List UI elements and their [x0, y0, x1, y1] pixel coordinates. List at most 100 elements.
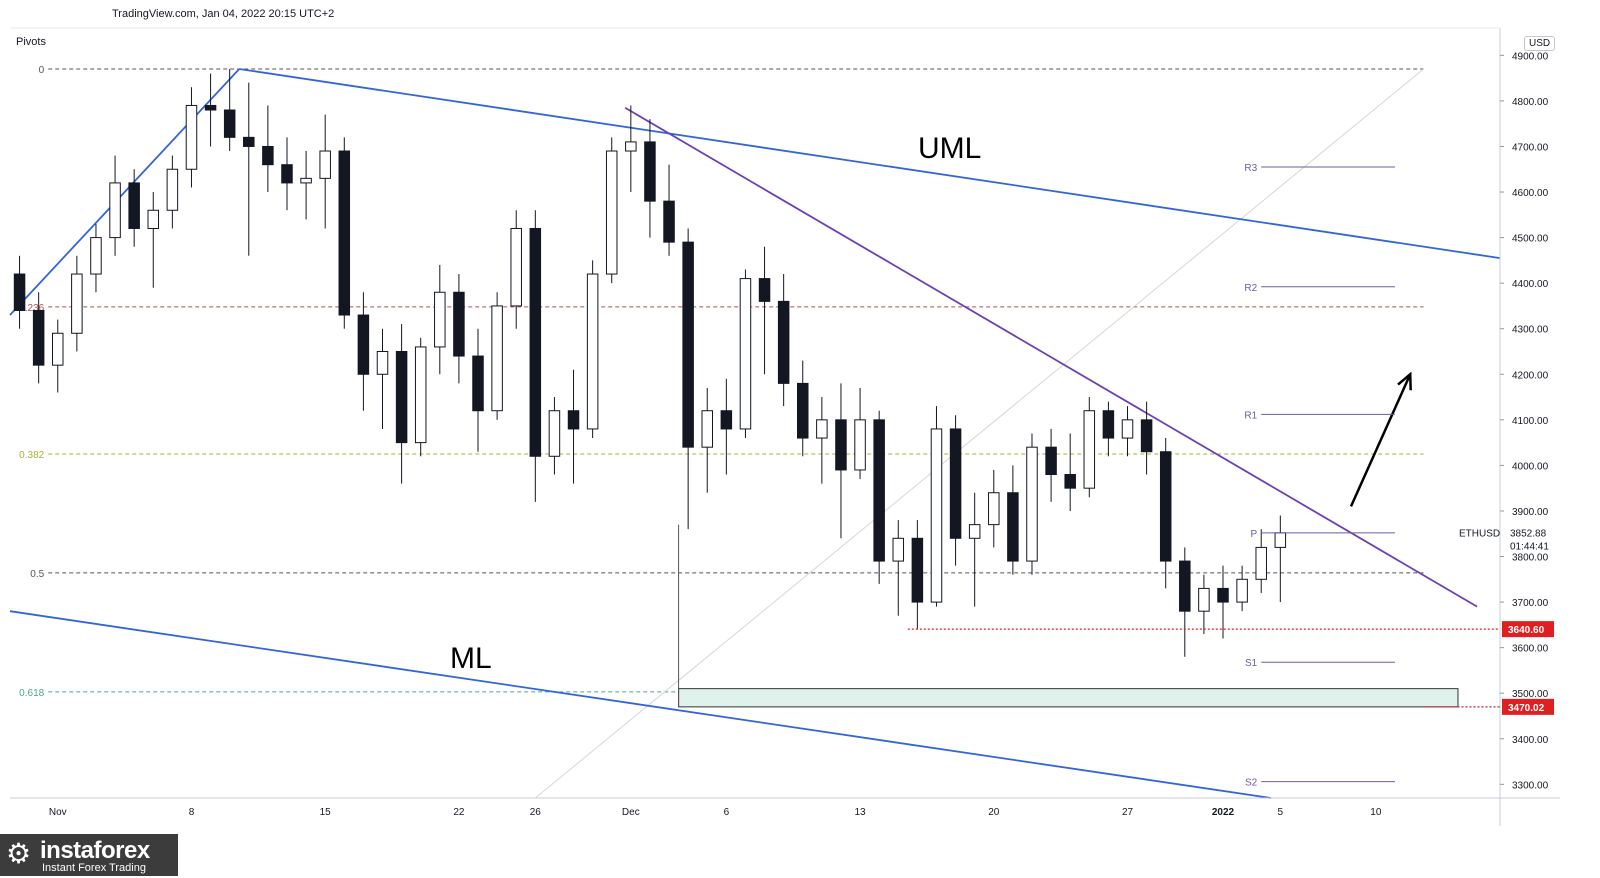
support-price-tag	[1502, 621, 1554, 638]
x-tick-label: 22	[453, 807, 465, 818]
candle-body	[1026, 446, 1038, 562]
y-tick-label: 4000.00	[1512, 461, 1549, 472]
currency-badge[interactable]: USD	[1524, 36, 1556, 51]
ML-line	[9, 610, 1271, 799]
candle-body	[682, 241, 694, 448]
candle-body	[644, 141, 656, 202]
candle-body	[567, 410, 580, 430]
pivot-label: R1	[1244, 410, 1257, 421]
candle-body	[281, 164, 293, 184]
candle-body	[338, 150, 351, 316]
candle-body	[911, 537, 924, 603]
countdown-label: 01:44:41	[1510, 541, 1549, 552]
candle-body	[758, 278, 771, 302]
candle-body	[1121, 419, 1134, 439]
candle-body	[109, 182, 121, 239]
y-tick-label: 4200.00	[1512, 370, 1549, 381]
candle-body	[1179, 560, 1191, 612]
candle-body	[71, 273, 83, 334]
y-tick-label: 3800.00	[1512, 553, 1549, 564]
pivot-label: S1	[1245, 658, 1258, 669]
fib-trend-line	[535, 68, 1424, 799]
candle-body	[52, 332, 64, 366]
candle-body	[434, 291, 446, 348]
pivot-label: S2	[1245, 778, 1258, 789]
y-tick-label: 4900.00	[1512, 51, 1549, 62]
y-tick-label: 3400.00	[1512, 735, 1549, 746]
support-price-tag	[1502, 698, 1554, 715]
y-tick-label: 4400.00	[1512, 279, 1549, 290]
candle-body	[586, 273, 599, 430]
candle-body	[1102, 410, 1115, 439]
x-tick-label: 13	[855, 807, 867, 818]
x-tick-label: 10	[1370, 807, 1382, 818]
fib-level-label: 0	[39, 65, 45, 76]
candle-body	[720, 410, 733, 430]
watermark-tagline: Instant Forex Trading	[42, 862, 146, 874]
x-tick-label: Nov	[49, 807, 67, 818]
candle-body	[491, 305, 503, 412]
candle-body	[185, 104, 198, 170]
candle-body	[1274, 532, 1287, 548]
ml-label: ML	[450, 642, 492, 675]
fib-level-label: 0.382	[19, 450, 44, 461]
indicator-label: Pivots	[16, 36, 46, 48]
candle-body	[147, 209, 160, 229]
candle-body	[529, 227, 542, 457]
pivot-label: R2	[1244, 283, 1257, 294]
candle-body	[873, 419, 885, 562]
candle-body	[376, 350, 389, 375]
x-tick-label: 5	[1278, 807, 1284, 818]
descending-trendline-line	[624, 106, 1478, 608]
candle-body	[777, 300, 790, 384]
candle-body	[1083, 410, 1096, 489]
candle-body	[90, 237, 102, 275]
gear-logo-icon: ⚙	[6, 838, 32, 869]
candle-body	[13, 273, 26, 311]
candle-body	[453, 291, 465, 357]
y-tick-label: 3900.00	[1512, 507, 1549, 518]
y-tick-label: 4800.00	[1512, 97, 1549, 108]
candle-body	[854, 419, 866, 471]
candle-body	[988, 492, 1000, 526]
source-header: TradingView.com, Jan 04, 2022 20:15 UTC+…	[112, 8, 335, 20]
symbol-label: ETHUSD	[1459, 528, 1500, 539]
candle-body	[930, 428, 943, 603]
pivot-label: R3	[1244, 163, 1257, 174]
candle-body	[1140, 419, 1153, 453]
up-arrow-head	[1397, 371, 1412, 391]
y-tick-label: 4300.00	[1512, 325, 1549, 336]
candle-body	[968, 524, 981, 539]
candle-body	[204, 104, 217, 111]
last-price-label: 3852.88	[1510, 528, 1547, 539]
watermark-name: instaforex	[40, 837, 150, 864]
candle-body	[262, 145, 274, 166]
candle-body	[605, 150, 618, 275]
candle-body	[1045, 446, 1057, 476]
uml-label: UML	[918, 132, 981, 165]
x-tick-label: 6	[724, 807, 730, 818]
candle-body	[625, 141, 637, 152]
fib-level-label: 0.5	[30, 569, 44, 580]
fib-level-label: 0.618	[19, 688, 44, 699]
candle-body	[472, 355, 484, 412]
candle-body	[414, 346, 427, 444]
x-tick-label: Dec	[622, 807, 640, 818]
x-tick-label: 27	[1122, 807, 1134, 818]
candle-body	[32, 309, 45, 366]
UML-line	[239, 68, 1501, 259]
support-price-label: 3470.02	[1508, 703, 1545, 714]
candle-body	[548, 410, 561, 457]
x-tick-label: 8	[189, 807, 195, 818]
uptrend-line	[9, 68, 240, 316]
candle-body	[319, 150, 331, 179]
candle-body	[1064, 474, 1076, 489]
candle-body	[739, 278, 752, 430]
support-price-label: 3640.60	[1508, 625, 1545, 636]
x-tick-label: 15	[320, 807, 332, 818]
candle-body	[892, 537, 905, 562]
x-tick-label: 26	[530, 807, 542, 818]
candle-body	[223, 109, 236, 138]
candle-body	[357, 314, 370, 375]
